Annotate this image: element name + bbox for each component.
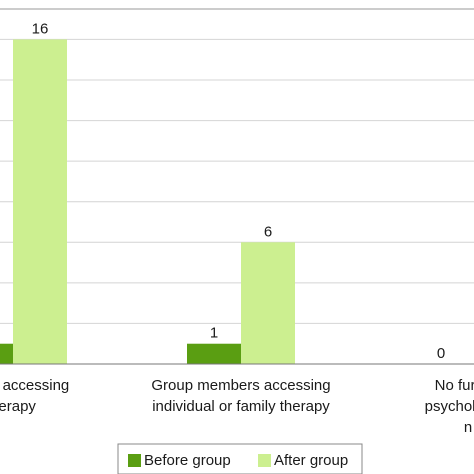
gridlines [0,38,474,324]
bars [0,39,295,365]
x-tick-label: herapy [0,398,36,415]
legend-box [117,443,363,474]
x-tick-label: psychologica [425,398,474,415]
legend-swatch-after-group [258,454,271,467]
bar-after-group-1 [241,242,295,364]
x-tick-label: No further [435,377,474,394]
data-label: 16 [32,20,49,37]
data-labels: 1 0 16 6 [32,20,446,362]
data-label: 0 [437,345,445,362]
x-tick-label: mbers accessing [0,377,69,394]
x-tick-label: Group members accessing [151,377,330,394]
data-label: 1 [210,325,218,342]
bar-before-group-0 [0,343,13,364]
x-tick-labels: mbers accessing herapy Group members acces… [0,377,474,436]
bar-after-group-0 [13,39,67,365]
x-tick-label: n [464,419,472,436]
legend-label-before-group: Before group [144,452,231,469]
x-tick-label: individual or family therapy [152,398,330,415]
legend-label-after-group: After group [274,452,348,469]
legend-swatch-before-group [128,454,141,467]
legend: Before group After group [117,443,363,474]
bar-before-group-1 [187,343,241,364]
data-label: 6 [264,223,272,240]
